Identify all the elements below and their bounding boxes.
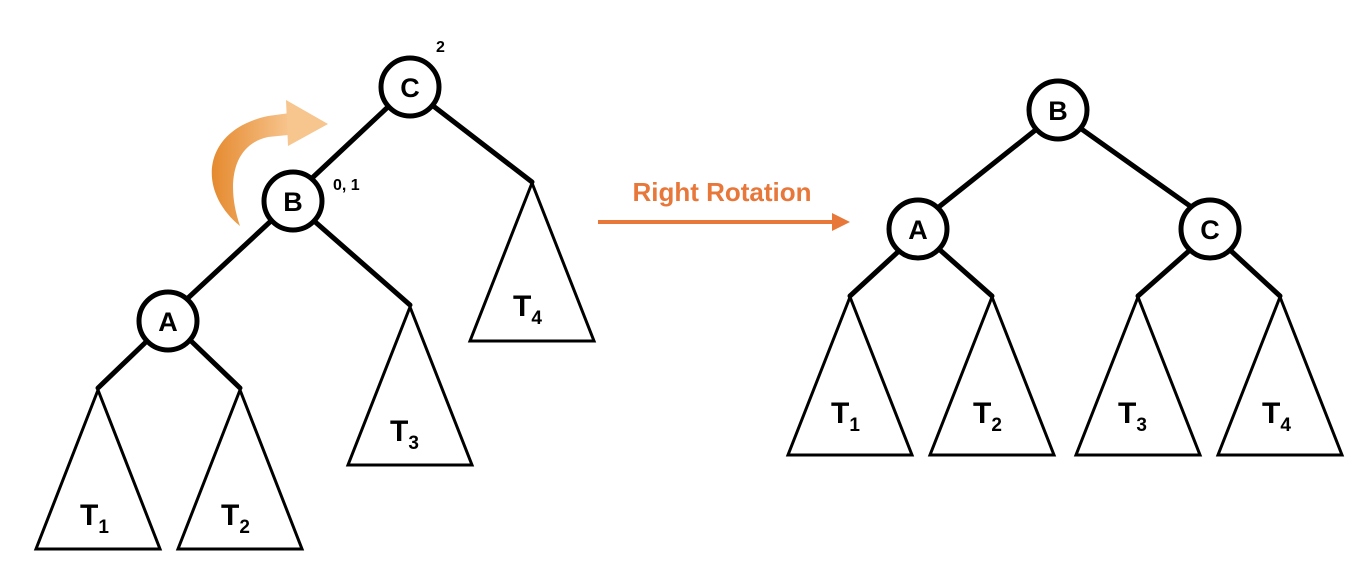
svg-text:T4: T4 [513,290,542,329]
node-b-balance-factor: 0, 1 [333,177,360,194]
node-b-after: B [1026,78,1090,142]
right-arrow-icon [832,213,850,231]
edge-a-t1 [95,337,151,391]
right-rotation-transition: Right Rotation [598,177,850,231]
edge-b-t3 [310,217,413,308]
edge-b-a-after [937,125,1041,209]
node-c: C [378,55,442,119]
subtree-t2: T2 [175,385,305,551]
edge-b-a [185,217,275,301]
edge-c-t3-after [1135,247,1193,299]
after-tree: T1 T2 T3 T4 B A C [785,78,1345,457]
edge-a-t2-after [937,247,995,299]
svg-text:C: C [1200,215,1220,245]
node-c-balance-factor: 2 [436,39,445,56]
svg-text:T1: T1 [80,499,109,538]
svg-text:T2: T2 [221,499,250,538]
subtree-t1-after: T1 [785,292,915,457]
svg-text:T2: T2 [973,397,1002,436]
svg-text:A: A [158,307,178,337]
svg-text:A: A [908,215,928,245]
subtree-t2-after: T2 [927,292,1057,457]
svg-text:T1: T1 [831,397,860,436]
edge-a-t2 [187,337,243,391]
svg-text:B: B [283,187,303,217]
subtree-t1: T1 [33,385,163,551]
right-rotation-label: Right Rotation [632,177,811,207]
edge-c-t4 [429,102,535,185]
svg-text:T3: T3 [1118,397,1147,436]
node-a-after: A [886,197,950,261]
curved-arrow-icon [211,100,328,226]
svg-text:B: B [1048,96,1068,126]
svg-text:T4: T4 [1262,397,1291,436]
node-b: B [261,169,325,233]
subtree-t4-after: T4 [1215,292,1345,457]
node-c-after: C [1178,197,1242,261]
edge-c-t4-after [1227,247,1283,299]
subtree-t4: T4 [467,178,597,343]
svg-text:C: C [400,73,420,103]
subtree-t3: T3 [345,302,475,467]
edge-b-c-after [1077,125,1193,209]
before-tree: T1 T2 T3 T4 C 2 B 0, 1 A [33,39,597,551]
node-a: A [136,289,200,353]
subtree-t3-after: T3 [1073,292,1203,457]
edge-c-b [307,102,393,183]
edge-a-t1-after [847,247,903,299]
svg-text:T3: T3 [390,415,419,454]
